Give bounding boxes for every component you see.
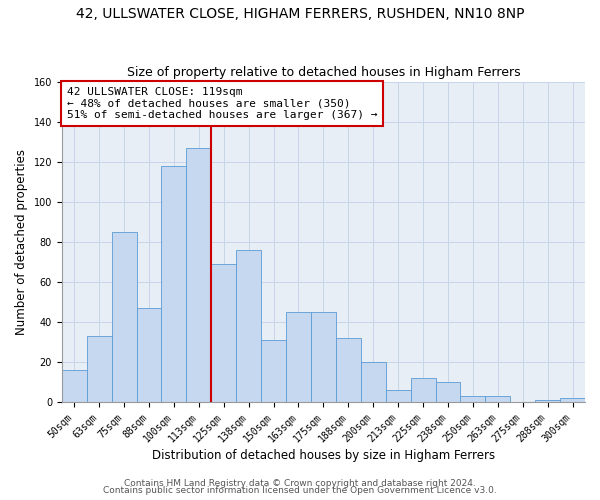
- Bar: [436, 382, 460, 402]
- Bar: [261, 340, 286, 402]
- Bar: [286, 312, 311, 402]
- Bar: [236, 250, 261, 402]
- Bar: [137, 308, 161, 402]
- Bar: [410, 378, 436, 402]
- Y-axis label: Number of detached properties: Number of detached properties: [15, 149, 28, 335]
- Bar: [311, 312, 336, 402]
- Text: 42, ULLSWATER CLOSE, HIGHAM FERRERS, RUSHDEN, NN10 8NP: 42, ULLSWATER CLOSE, HIGHAM FERRERS, RUS…: [76, 8, 524, 22]
- Bar: [187, 148, 211, 402]
- Title: Size of property relative to detached houses in Higham Ferrers: Size of property relative to detached ho…: [127, 66, 520, 80]
- Bar: [560, 398, 585, 402]
- Bar: [386, 390, 410, 402]
- Text: Contains public sector information licensed under the Open Government Licence v3: Contains public sector information licen…: [103, 486, 497, 495]
- Bar: [535, 400, 560, 402]
- Text: 42 ULLSWATER CLOSE: 119sqm
← 48% of detached houses are smaller (350)
51% of sem: 42 ULLSWATER CLOSE: 119sqm ← 48% of deta…: [67, 87, 377, 120]
- Text: Contains HM Land Registry data © Crown copyright and database right 2024.: Contains HM Land Registry data © Crown c…: [124, 478, 476, 488]
- Bar: [361, 362, 386, 402]
- Bar: [460, 396, 485, 402]
- Bar: [161, 166, 187, 402]
- X-axis label: Distribution of detached houses by size in Higham Ferrers: Distribution of detached houses by size …: [152, 450, 495, 462]
- Bar: [485, 396, 510, 402]
- Bar: [211, 264, 236, 402]
- Bar: [62, 370, 86, 402]
- Bar: [86, 336, 112, 402]
- Bar: [112, 232, 137, 402]
- Bar: [336, 338, 361, 402]
